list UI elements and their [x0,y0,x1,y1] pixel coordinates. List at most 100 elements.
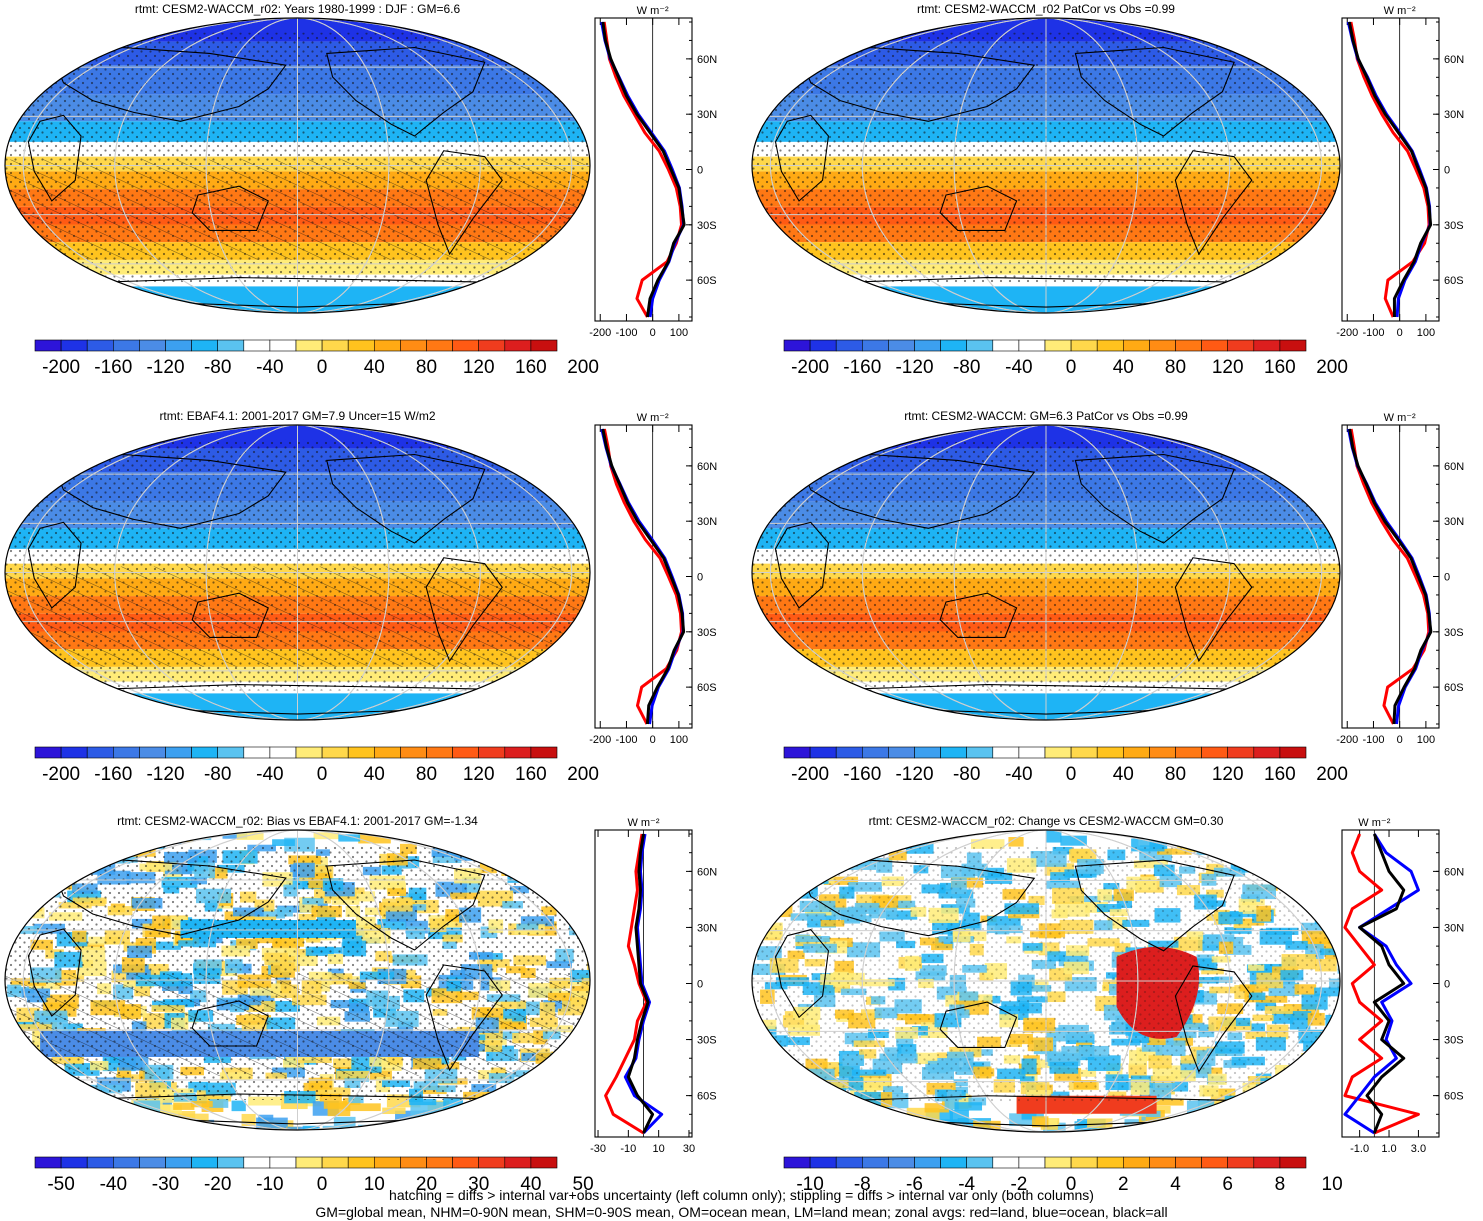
colorbar-label: 10 [364,1174,385,1195]
map-cell [773,834,789,842]
colorbar-box [1253,746,1281,759]
colorbar-box [478,339,506,352]
colorbar-box [295,1156,323,1169]
map-cell [435,1114,456,1121]
coastline [1074,453,1235,544]
colorbar-box [835,746,863,759]
map-cell [491,1127,515,1130]
map-cell [1242,849,1265,861]
map-cell [484,832,512,842]
map-cell [12,903,43,912]
colorbar-box [1070,339,1098,352]
lat-label: 60N [1444,866,1464,878]
map-cell [850,1120,870,1128]
colorbar-box [992,746,1020,759]
map-cell [125,1115,146,1125]
map-cell [1301,1053,1330,1062]
map-cell [762,889,790,897]
map-cell [1264,834,1287,842]
map-meridian [205,425,390,720]
map-cell [777,1070,813,1083]
map-cell [518,1089,553,1098]
map-cell [1274,860,1296,876]
map-cell [302,1125,319,1130]
coastline [1074,859,1235,952]
colorbar-box [139,1156,166,1169]
map-cell [541,852,575,860]
map-cell [1243,851,1270,866]
map-cell [116,1113,151,1127]
map-cell [877,835,907,848]
map-cell [48,1109,70,1125]
map-cell [81,855,101,864]
colorbar-label: 200 [1316,764,1348,785]
lat-label: 30N [697,922,717,934]
map-cell [766,1114,802,1128]
map-cell [544,868,570,878]
colorbar-label: 50 [573,1174,594,1195]
map-cell [924,1103,949,1113]
colorbar-label: 80 [416,764,437,785]
lat-label: 30N [697,109,717,121]
colorbar-box [243,746,271,759]
colorbar-box [504,339,532,352]
map-cell [566,1042,590,1051]
map-cell [1284,1118,1302,1132]
map-cell [1316,1064,1332,1079]
map-cell [26,1121,45,1129]
colorbar-label: 200 [1316,357,1348,378]
map-cell [70,1106,85,1113]
colorbar-box [321,339,349,352]
map-cell [1316,1077,1336,1090]
map-cell [114,843,146,851]
colorbar-label: 4 [1170,1174,1181,1195]
map-cell [5,833,33,844]
colorbar-label: 160 [1264,357,1296,378]
map-field [752,830,1340,1132]
colorbar-box [321,1156,349,1169]
colorbar-box [992,339,1020,352]
map-cell [778,854,795,867]
x-tick-label: 100 [1417,734,1435,746]
lat-label: 30S [1444,627,1464,639]
map-field [5,830,590,1130]
colorbar-label: -50 [47,1174,74,1195]
lat-label: 30S [1444,220,1464,232]
x-tick-label: -1.0 [1350,1143,1369,1155]
map-cell [915,1125,945,1132]
colorbar-box [1149,1156,1176,1169]
colorbar-box [1070,746,1098,759]
coastline [798,46,1036,122]
lat-label: 30N [1444,516,1464,528]
colorbar-box [426,746,453,759]
map-cell [1314,1128,1332,1132]
lat-label: 60N [1444,461,1464,473]
map-cell [585,936,590,952]
colorbar-box [243,339,271,352]
colorbar-box [966,339,994,352]
colorbar-label: -4 [958,1174,975,1195]
map-cell [1291,1111,1326,1121]
colorbar-box [217,746,245,759]
map-cell [1318,1083,1340,1098]
colorbar-box [113,1156,140,1169]
footer-line-2: GM=global mean, NHM=0-90N mean, SHM=0-90… [315,1204,1168,1220]
map-cell [762,1067,798,1075]
colorbar-box [373,339,401,352]
colorbar-box [165,1156,192,1169]
map-cell [782,1113,811,1121]
map-cell [322,1125,352,1130]
colorbar-box [504,1156,532,1169]
map-cell [1274,834,1295,848]
coastline [939,185,1018,231]
map-cell [333,1116,356,1127]
x-tick-label: 100 [670,734,688,746]
colorbar-box [1253,1156,1281,1169]
map-cell [40,1081,66,1092]
colorbar-label: -30 [152,1174,179,1195]
map-cell [585,1017,590,1027]
colorbar-box [1044,1156,1072,1169]
map-cell [1183,1131,1210,1132]
colorbar-box [321,746,349,759]
colorbar-box [113,339,140,352]
